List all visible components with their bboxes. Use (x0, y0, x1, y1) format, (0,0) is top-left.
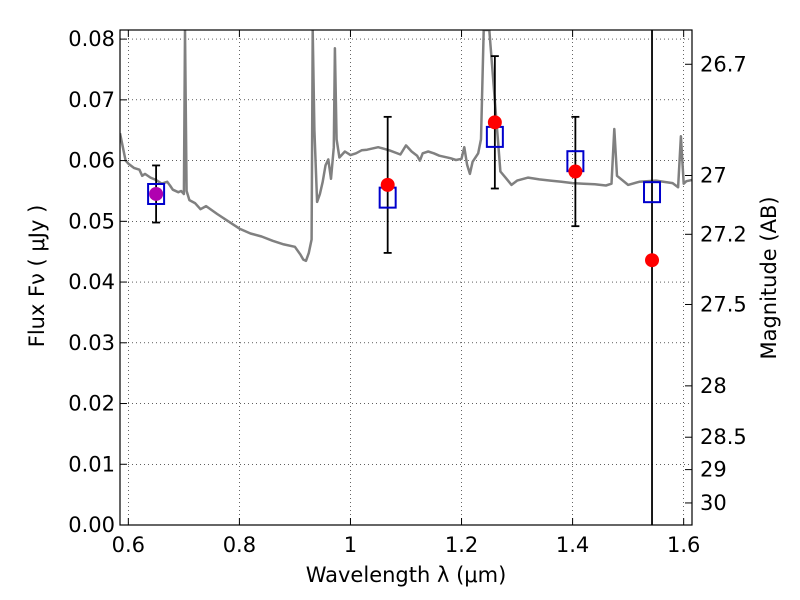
observed-point (568, 164, 583, 179)
mag-tick-label: 26.7 (700, 52, 747, 76)
x-tick-label: 0.8 (223, 533, 256, 557)
y-tick-label: 0.00 (68, 513, 115, 537)
mag-tick-label: 27.5 (700, 292, 747, 316)
mag-tick-label: 29 (700, 458, 727, 482)
mag-tick-label: 30 (700, 491, 727, 515)
observed-point (487, 115, 502, 130)
mag-tick-label: 27.2 (700, 222, 747, 246)
observed-point (380, 177, 395, 192)
y-tick-label: 0.02 (68, 392, 115, 416)
y-tick-label: 0.04 (68, 270, 115, 294)
ticks-layer: 0.6 0.8 1 1.2 1.4 1.6 0.00 0.01 0.02 0.03 0.04 0.05… (68, 27, 747, 557)
y-tick-label: 0.07 (68, 88, 115, 112)
x-tick-label: 0.6 (112, 533, 145, 557)
y-tick-label: 0.08 (68, 27, 115, 51)
y-axis-label: Flux Fν ( μJy ) (25, 205, 49, 348)
y-tick-label: 0.03 (68, 331, 115, 355)
y-tick-label: 0.05 (68, 209, 115, 233)
observed-point (645, 253, 660, 268)
mag-tick-label: 28 (700, 374, 727, 398)
grid (120, 30, 692, 526)
observed-point (149, 186, 164, 201)
y-tick-label: 0.06 (68, 149, 115, 173)
x-tick-label: 1.6 (667, 533, 700, 557)
x-axis-label: Wavelength λ (μm) (306, 563, 507, 587)
x-tick-label: 1 (344, 533, 357, 557)
model-spectrum-line (120, 30, 692, 263)
x-tick-label: 1.4 (556, 533, 589, 557)
x-tick-label: 1.2 (445, 533, 478, 557)
mag-tick-label: 27 (700, 163, 727, 187)
y-tick-label: 0.01 (68, 452, 115, 476)
model-photometry-square (147, 182, 166, 205)
mag-tick-label: 28.5 (700, 425, 747, 449)
y-axis-right-label: Magnitude (AB) (757, 196, 781, 359)
plot-frame (119, 29, 693, 526)
model-photometry-square (643, 181, 662, 204)
series-layer (120, 30, 692, 525)
